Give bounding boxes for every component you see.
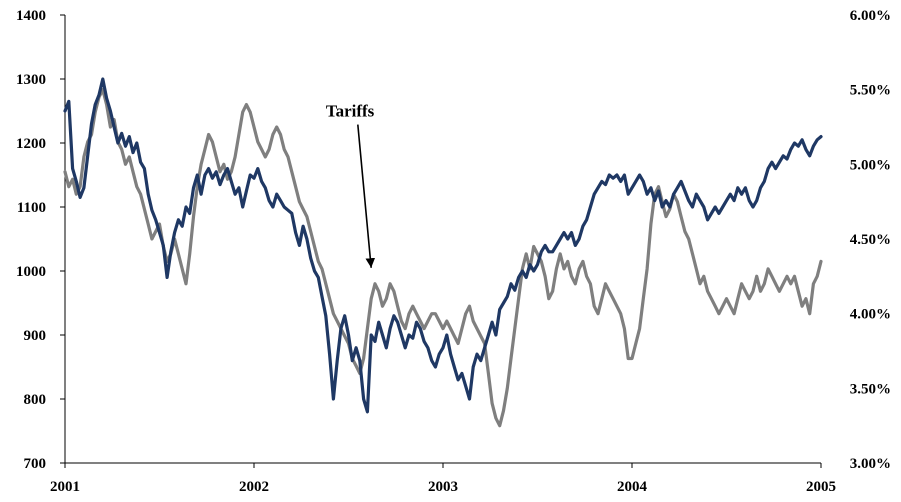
series-line-right-axis xyxy=(63,88,823,428)
left-y-tick-label: 700 xyxy=(24,456,47,472)
x-tick-label: 2001 xyxy=(50,479,80,495)
left-y-tick-label: 1400 xyxy=(16,8,46,24)
right-y-tick-label: 4.50% xyxy=(850,232,891,248)
annotation-label: Tariffs xyxy=(326,102,375,121)
left-y-tick-label: 1300 xyxy=(16,72,46,88)
right-y-tick-label: 4.00% xyxy=(850,307,891,323)
left-y-tick-label: 800 xyxy=(24,392,47,408)
left-y-tick-label: 1100 xyxy=(17,200,46,216)
x-tick-label: 2002 xyxy=(239,479,269,495)
right-y-tick-label: 5.50% xyxy=(850,83,891,99)
x-tick-label: 2005 xyxy=(806,479,836,495)
left-y-tick-label: 1200 xyxy=(16,136,46,152)
right-y-tick-label: 3.50% xyxy=(850,381,891,397)
series-line-left-axis xyxy=(63,77,823,414)
left-y-tick-label: 900 xyxy=(24,328,47,344)
x-tick-label: 2003 xyxy=(428,479,458,495)
left-y-tick-label: 1000 xyxy=(16,264,46,280)
right-y-tick-label: 6.00% xyxy=(850,8,891,24)
x-tick-label: 2004 xyxy=(617,479,648,495)
annotation-arrow xyxy=(357,124,376,268)
right-y-tick-label: 5.00% xyxy=(850,157,891,173)
right-y-tick-label: 3.00% xyxy=(850,456,891,472)
